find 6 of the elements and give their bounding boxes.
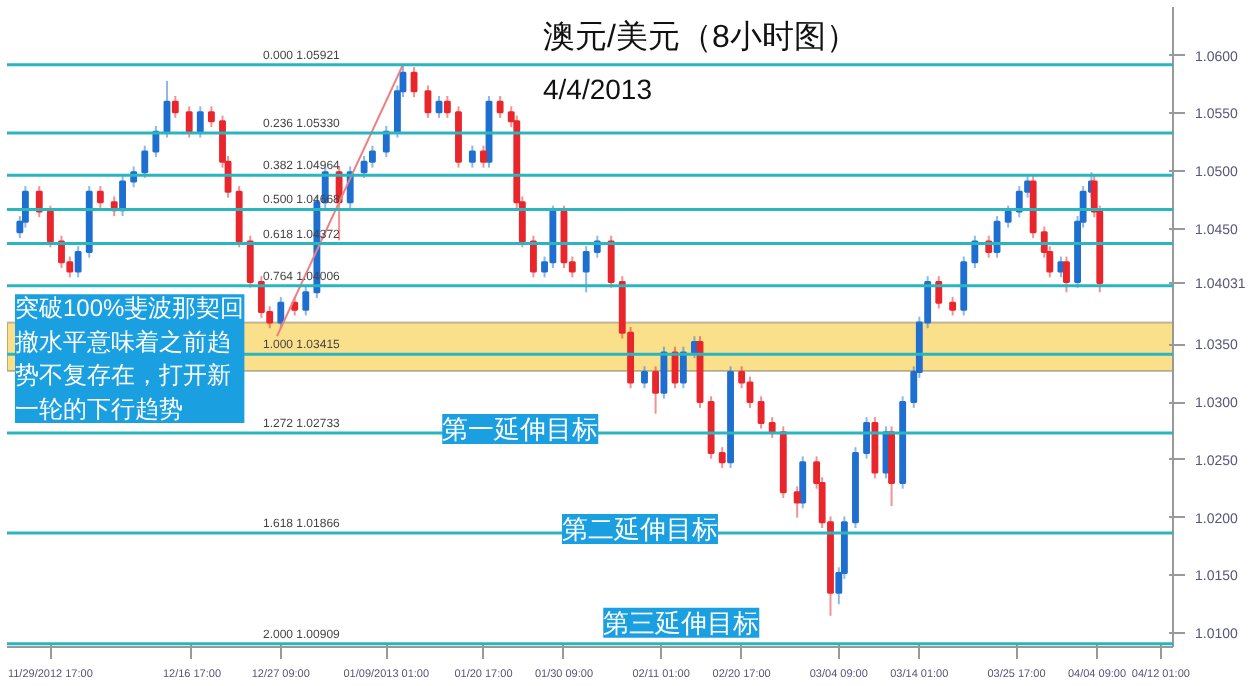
chart-title: 澳元/美元（8小时图） — [543, 19, 858, 55]
annotation: 第三延伸目标 — [603, 607, 760, 638]
annotation: 突破100%斐波那契回撤水平意味着之前趋势不复存在，打开新一轮的下行趋势 — [15, 294, 245, 423]
text: 4/4/2013 — [543, 73, 653, 105]
annotation: 第二延伸目标 — [561, 514, 718, 545]
annotation: 第一延伸目标 — [442, 413, 599, 444]
